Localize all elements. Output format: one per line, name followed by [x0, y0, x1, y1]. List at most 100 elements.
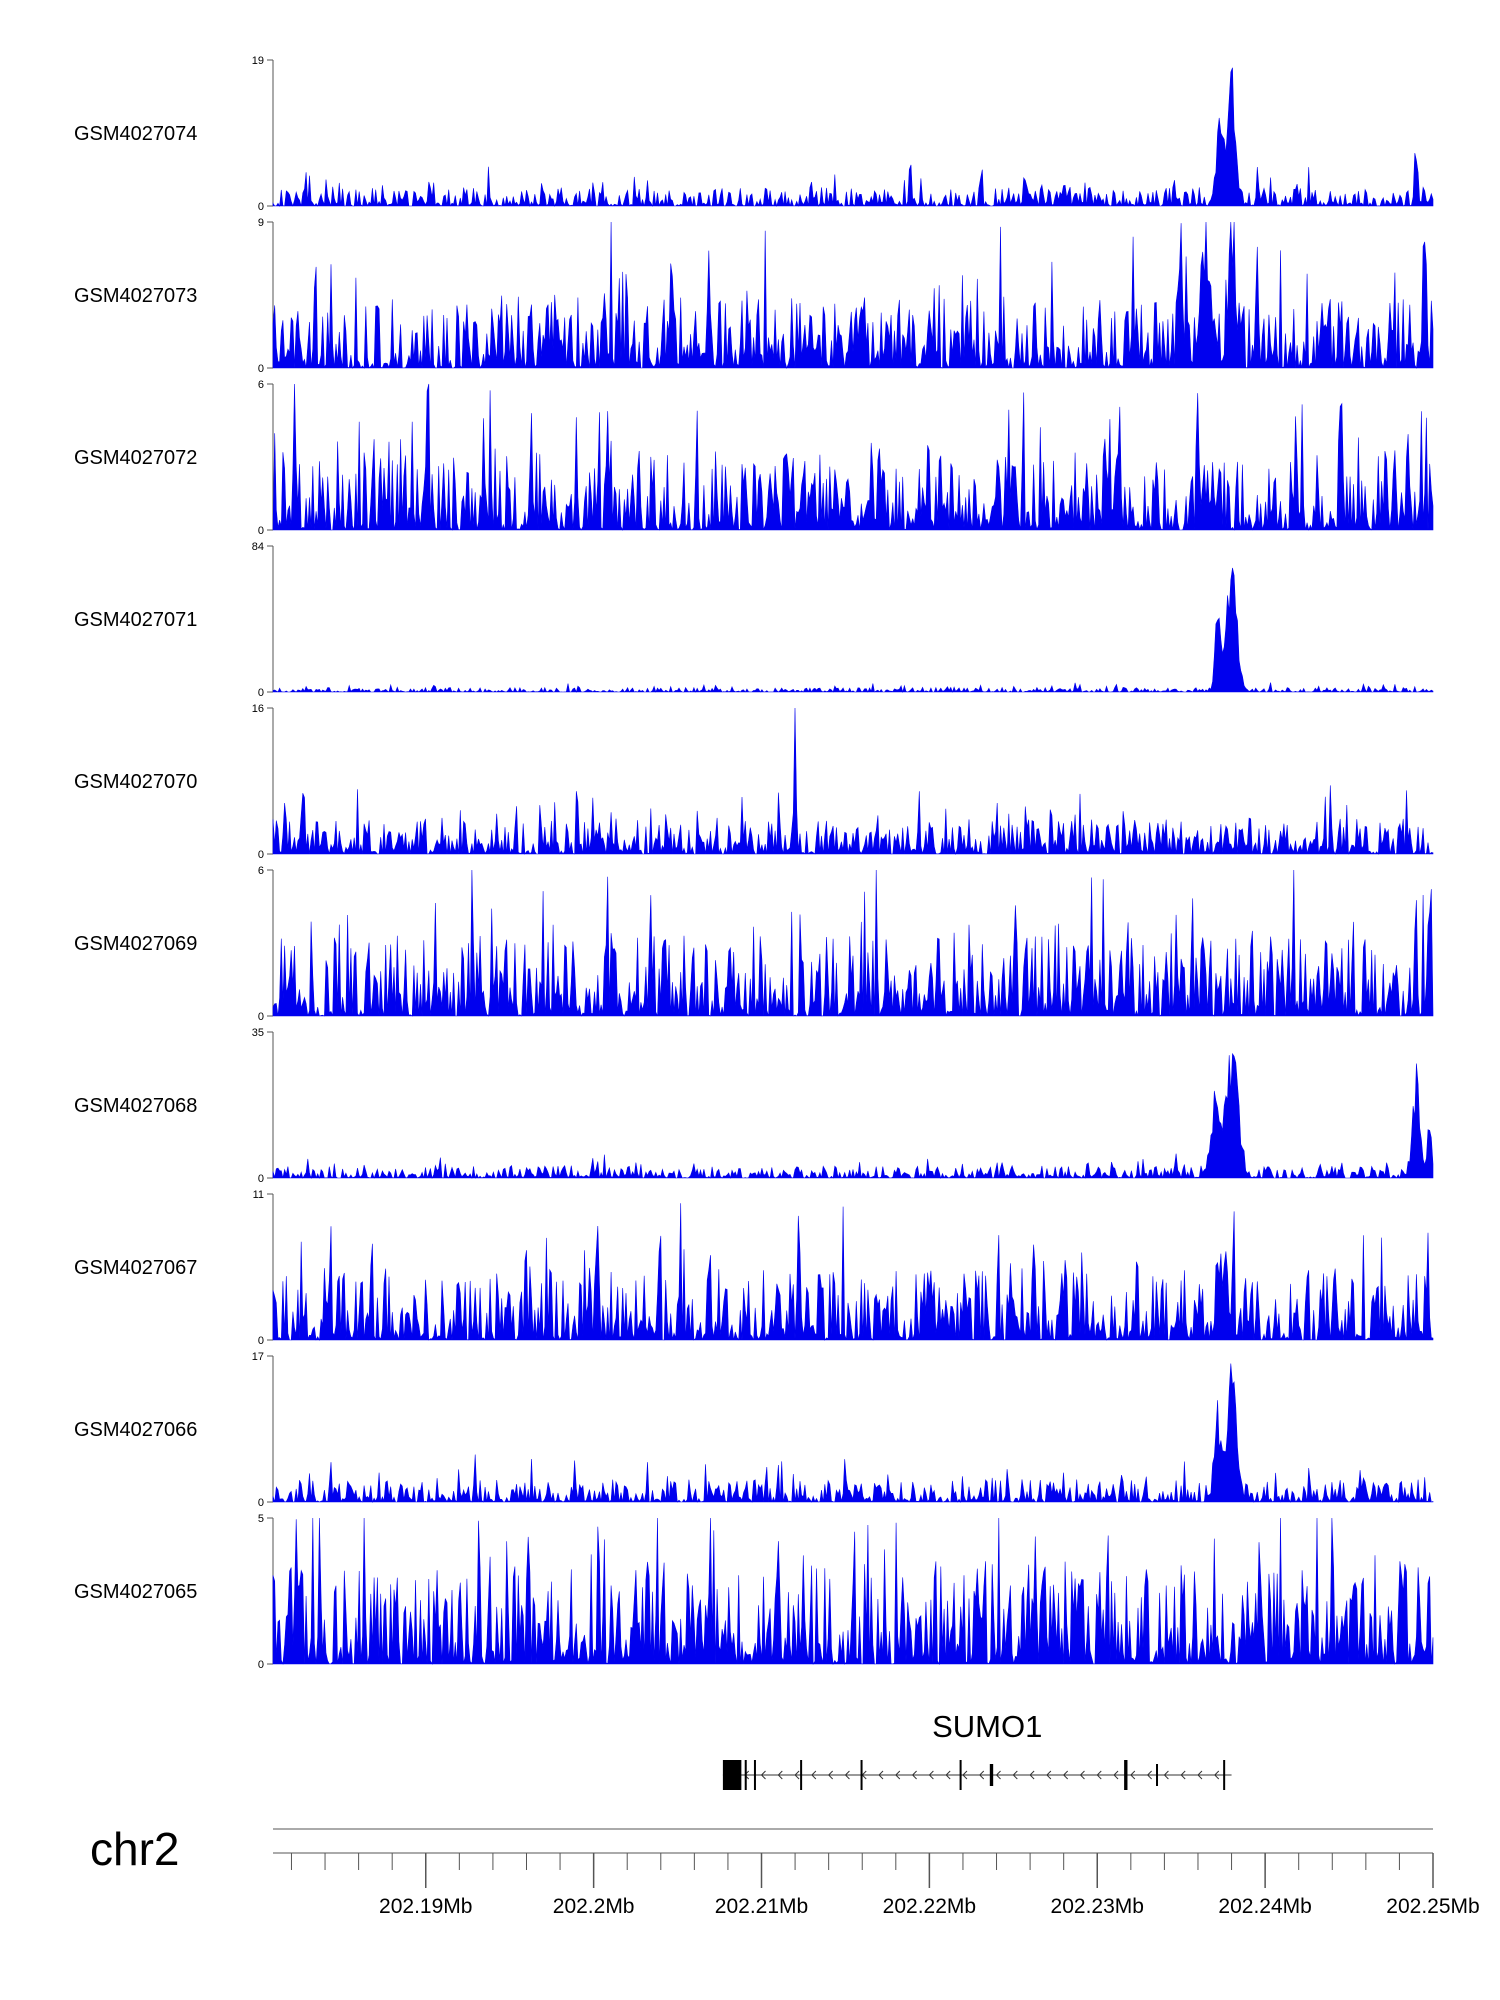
- coverage-area: [272, 707, 1434, 856]
- y-max-label: 84: [252, 541, 264, 553]
- strand-chevron: [1180, 1770, 1186, 1780]
- exon-block: [860, 1760, 863, 1790]
- track-label: GSM4027065: [74, 1581, 197, 1603]
- strand-chevron: [844, 1770, 850, 1780]
- y-max-label: 9: [258, 217, 264, 229]
- strand-chevron: [1012, 1770, 1018, 1780]
- y-min-label: 0: [258, 1173, 264, 1185]
- axis-tick-label: 202.25Mb: [1386, 1895, 1479, 1918]
- genomic-axis: chr2 202.19Mb 202.2Mb 202.21Mb 202.22Mb 202.…: [90, 1823, 1480, 1918]
- coverage-area: [272, 1203, 1434, 1342]
- strand-chevron: [878, 1770, 884, 1780]
- track-GSM4027073: GSM4027073 9 0: [74, 217, 1434, 375]
- strand-chevron: [928, 1770, 934, 1780]
- exon-block: [1223, 1760, 1226, 1790]
- strand-chevron: [1113, 1770, 1119, 1780]
- track-GSM4027067: GSM4027067 11 0: [74, 1189, 1434, 1347]
- coverage-area: [272, 869, 1434, 1017]
- axis-tick-label: 202.23Mb: [1051, 1895, 1144, 1918]
- strand-chevron: [744, 1770, 750, 1780]
- track-GSM4027065: GSM4027065 5 0: [74, 1513, 1434, 1671]
- strand-chevron: [760, 1770, 766, 1780]
- strand-chevron: [1130, 1770, 1136, 1780]
- strand-chevron: [1214, 1770, 1220, 1780]
- strand-chevron: [794, 1770, 800, 1780]
- y-min-label: 0: [258, 1497, 264, 1509]
- track-label: GSM4027074: [74, 123, 197, 145]
- track-GSM4027074: GSM4027074 19 0: [74, 55, 1434, 213]
- track-GSM4027068: GSM4027068 35 0: [74, 1027, 1434, 1185]
- track-GSM4027069: GSM4027069 6 0: [74, 865, 1434, 1023]
- strand-chevron: [962, 1770, 968, 1780]
- y-max-label: 35: [252, 1027, 264, 1039]
- exon-block: [744, 1760, 747, 1790]
- strand-chevron: [1146, 1770, 1152, 1780]
- axis-tick-label: 202.19Mb: [379, 1895, 472, 1918]
- track-label: GSM4027066: [74, 1419, 197, 1441]
- track-label: GSM4027070: [74, 771, 197, 793]
- track-label: GSM4027069: [74, 933, 197, 955]
- exon-block: [800, 1760, 803, 1790]
- coverage-area: [272, 383, 1434, 531]
- y-max-label: 17: [252, 1351, 264, 1363]
- exon-block: [753, 1760, 756, 1790]
- exon-block: [1124, 1760, 1128, 1790]
- strand-chevron: [1096, 1770, 1102, 1780]
- strand-chevron: [827, 1770, 834, 1780]
- track-label: GSM4027067: [74, 1257, 197, 1279]
- track-label: GSM4027071: [74, 609, 197, 631]
- track-GSM4027066: GSM4027066 17 0: [74, 1351, 1434, 1509]
- exon-block: [959, 1760, 962, 1790]
- y-min-label: 0: [258, 849, 264, 861]
- strand-chevron: [945, 1770, 951, 1780]
- axis-tick-label: 202.24Mb: [1218, 1895, 1311, 1918]
- coverage-area: [272, 221, 1434, 369]
- exon-block: [1156, 1764, 1159, 1786]
- strand-chevron: [995, 1770, 1001, 1780]
- coverage-area: [272, 1363, 1434, 1504]
- y-min-label: 0: [258, 201, 264, 213]
- strand-chevron: [911, 1770, 917, 1780]
- gene-model: SUMO1: [722, 1709, 1232, 1790]
- track-label: GSM4027068: [74, 1095, 197, 1117]
- strand-chevron: [1197, 1770, 1203, 1780]
- coverage-area: [272, 1517, 1434, 1666]
- strand-chevron: [777, 1770, 783, 1780]
- axis-tick-label: 202.2Mb: [553, 1895, 635, 1918]
- y-min-label: 0: [258, 1659, 264, 1671]
- y-min-label: 0: [258, 687, 264, 699]
- coverage-area: [272, 67, 1434, 208]
- track-GSM4027072: GSM4027072 6 0: [74, 379, 1434, 537]
- strand-chevron: [895, 1770, 901, 1780]
- coverage-tracks: GSM4027074190GSM402707390GSM402707260GSM…: [74, 55, 1434, 1671]
- y-max-label: 19: [252, 55, 264, 67]
- strand-chevron: [1029, 1770, 1035, 1780]
- strand-chevron: [979, 1770, 985, 1780]
- y-min-label: 0: [258, 1335, 264, 1347]
- axis-tick-label: 202.21Mb: [715, 1895, 808, 1918]
- track-label: GSM4027072: [74, 447, 197, 469]
- coverage-area: [272, 1052, 1434, 1180]
- y-max-label: 5: [258, 1513, 264, 1525]
- chromosome-label: chr2: [90, 1823, 179, 1875]
- y-max-label: 6: [258, 379, 264, 391]
- y-min-label: 0: [258, 1011, 264, 1023]
- track-GSM4027071: GSM4027071 84 0: [74, 541, 1434, 699]
- axis-tick-label: 202.22Mb: [883, 1895, 976, 1918]
- strand-chevron: [1062, 1770, 1069, 1780]
- y-max-label: 16: [252, 703, 264, 715]
- strand-chevron: [1079, 1770, 1085, 1780]
- y-min-label: 0: [258, 363, 264, 375]
- strand-chevron: [1163, 1770, 1169, 1780]
- coverage-area: [272, 567, 1434, 694]
- strand-chevron: [1046, 1770, 1052, 1780]
- y-max-label: 6: [258, 865, 264, 877]
- exon-block: [722, 1760, 742, 1790]
- y-max-label: 11: [253, 1189, 264, 1201]
- track-GSM4027070: GSM4027070 16 0: [74, 703, 1434, 861]
- y-min-label: 0: [258, 525, 264, 537]
- gene-label: SUMO1: [932, 1709, 1042, 1744]
- track-label: GSM4027073: [74, 285, 197, 307]
- strand-chevron: [811, 1770, 817, 1780]
